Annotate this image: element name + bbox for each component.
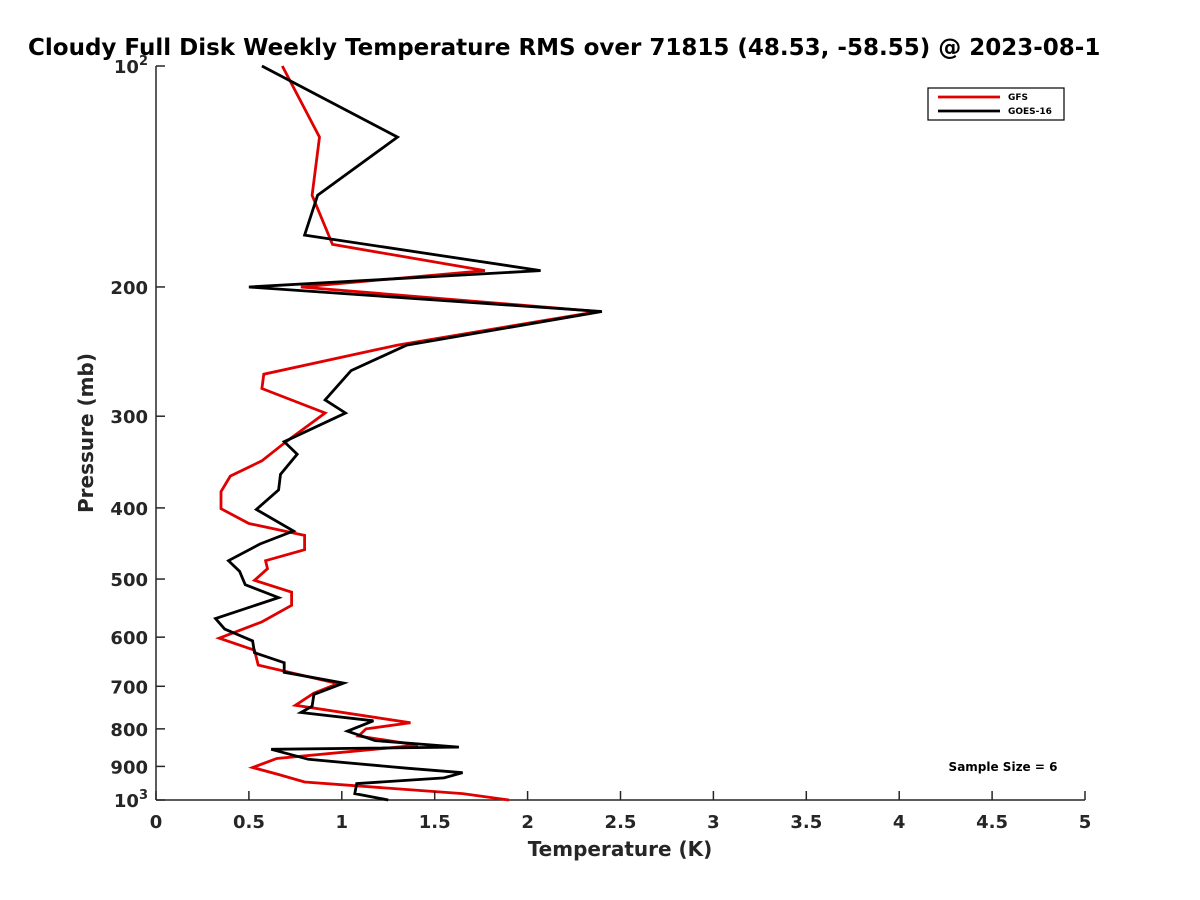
x-tick-label: 3.5 xyxy=(790,812,822,833)
x-tick-label: 2.5 xyxy=(605,812,637,833)
ticks: 0 0.5 1 1.5 2 2.5 3 3.5 4 4.5 5 102 200 300 400 500 600 7… xyxy=(110,54,1091,833)
legend-label: GOES-16 xyxy=(1008,107,1052,117)
x-axis-label: Temperature (K) xyxy=(528,837,713,861)
x-tick-label: 3 xyxy=(707,812,720,833)
x-tick-label: 4.5 xyxy=(976,812,1008,833)
y-tick-label: 102 xyxy=(114,54,148,78)
x-tick-label: 1 xyxy=(336,812,349,833)
y-tick-label: 103 xyxy=(114,788,148,812)
y-tick-label: 600 xyxy=(110,628,148,649)
x-tick-label: 1.5 xyxy=(419,812,451,833)
legend-label: GFS xyxy=(1008,93,1028,103)
x-tick-label: 4 xyxy=(893,812,906,833)
x-tick-label: 0 xyxy=(150,812,163,833)
y-tick-label: 900 xyxy=(110,757,148,778)
x-tick-label: 2 xyxy=(521,812,534,833)
y-tick-label: 800 xyxy=(110,720,148,741)
series-line-goes-16 xyxy=(213,64,603,802)
chart-title: Cloudy Full Disk Weekly Temperature RMS … xyxy=(28,35,1100,61)
y-axis-label: Pressure (mb) xyxy=(74,353,98,513)
y-tick-label: 400 xyxy=(110,499,148,520)
legend-box xyxy=(927,87,1065,121)
series-line-gfs xyxy=(215,65,599,802)
x-tick-label: 0.5 xyxy=(233,812,265,833)
x-tick-label: 5 xyxy=(1079,812,1092,833)
plot-area xyxy=(213,64,603,802)
y-tick-label: 300 xyxy=(110,407,148,428)
y-tick-label: 700 xyxy=(110,677,148,698)
sample-size-annotation: Sample Size = 6 xyxy=(949,760,1058,774)
y-tick-label: 500 xyxy=(110,570,148,591)
legend: GFS GOES-16 xyxy=(927,87,1065,121)
axes xyxy=(155,66,1085,801)
y-tick-label: 200 xyxy=(110,278,148,299)
